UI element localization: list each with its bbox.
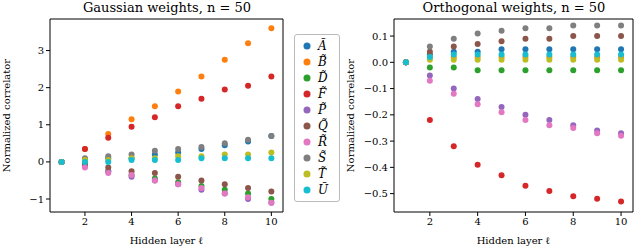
svg-text:2: 2 (38, 82, 44, 93)
html-text:T̃: T̃ (318, 167, 326, 181)
html-text:Ã: Ã (318, 39, 327, 53)
svg-text:−0.3: −0.3 (364, 136, 388, 147)
svg-text:0.1: 0.1 (372, 31, 388, 42)
html-text:R̃: R̃ (318, 135, 327, 149)
svg-text:0.0: 0.0 (372, 57, 388, 68)
html-text:Gaussian weights, n = 50: Gaussian weights, n = 50 (82, 0, 252, 15)
svg-text:Hidden layer ℓ: Hidden layer ℓ (130, 235, 204, 246)
svg-text:8: 8 (222, 216, 228, 227)
html-text:Ũ: Ũ (318, 183, 329, 197)
svg-text:−0.1: −0.1 (364, 83, 388, 94)
svg-text:1: 1 (38, 119, 44, 130)
svg-text:−0.4: −0.4 (364, 162, 388, 173)
html-text:P̃: P̃ (318, 103, 327, 117)
svg-text:8: 8 (570, 216, 576, 227)
svg-text:2: 2 (427, 216, 433, 227)
svg-text:6: 6 (175, 216, 181, 227)
svg-text:−0.2: −0.2 (364, 109, 388, 120)
svg-text:0: 0 (38, 156, 44, 167)
svg-text:4: 4 (474, 216, 480, 227)
svg-text:6: 6 (522, 216, 528, 227)
html-text:D̃: D̃ (318, 71, 328, 85)
html-text:B̃: B̃ (318, 55, 327, 69)
svg-text:10: 10 (615, 216, 628, 227)
html-text:F̃: F̃ (318, 87, 327, 101)
svg-text:2: 2 (82, 216, 88, 227)
svg-text:−0.5: −0.5 (364, 188, 388, 199)
html-text:Q̃: Q̃ (318, 119, 328, 133)
svg-text:Normalized correlator: Normalized correlator (345, 59, 356, 172)
html-text:S̃: S̃ (318, 151, 327, 165)
svg-text:4: 4 (128, 216, 134, 227)
svg-text:10: 10 (265, 216, 278, 227)
svg-text:−1: −1 (29, 194, 44, 205)
html-text:Orthogonal weights, n = 50: Orthogonal weights, n = 50 (422, 0, 606, 15)
svg-text:Hidden layer ℓ: Hidden layer ℓ (477, 235, 551, 246)
svg-text:Normalized correlator: Normalized correlator (8, 59, 12, 172)
svg-text:3: 3 (38, 45, 44, 56)
